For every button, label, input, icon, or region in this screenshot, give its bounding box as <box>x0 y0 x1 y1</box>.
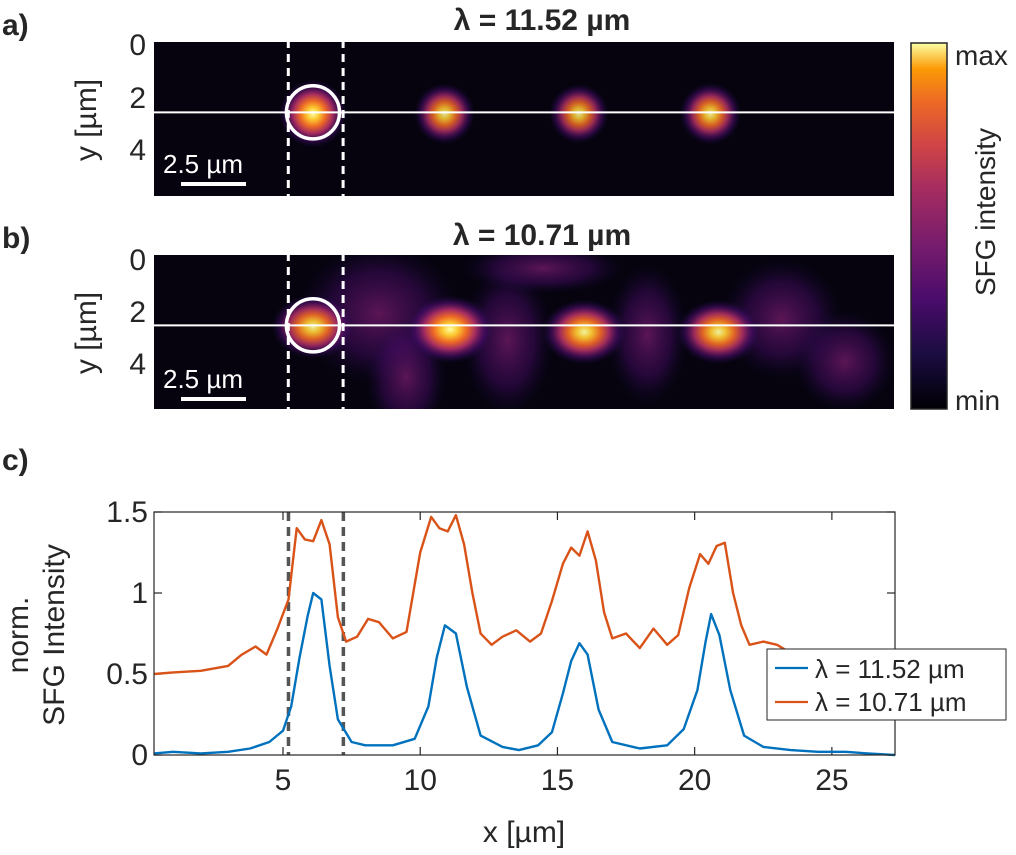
series-2-line <box>153 514 792 676</box>
colorbar-max-label: max <box>955 40 1008 71</box>
panel-a-axes: 0 2 4 y [µm] 2.5 µm <box>70 29 246 186</box>
panel-b-ytick-4: 4 <box>129 348 146 381</box>
panel-a-spot-2 <box>414 83 476 145</box>
panel-a-heatmap <box>154 40 894 198</box>
line-chart-series <box>153 514 896 757</box>
panel-c-letter: c) <box>2 444 29 477</box>
panel-a-scalebar-label: 2.5 µm <box>163 149 243 179</box>
line-chart-xlabel: x [µm] <box>483 816 565 849</box>
y-tick-label-2: 1 <box>131 577 148 610</box>
colorbar-min-label: min <box>955 385 1000 416</box>
panel-a-ytick-0: 0 <box>129 29 146 62</box>
panel-b-spot-4 <box>676 299 761 365</box>
series-1-line <box>153 591 896 757</box>
legend-box <box>766 648 1007 721</box>
line-chart-ylabel-line2: SFG Intensity <box>38 544 71 726</box>
panel-b-ylabel: y [µm] <box>70 292 103 374</box>
panel-b-haze-2 <box>462 264 553 409</box>
y-tick-label-3: 1.5 <box>106 496 148 529</box>
panel-a-spot-3 <box>549 83 609 144</box>
x-tick-label-10: 10 <box>404 764 437 797</box>
panel-b-ytick-2: 2 <box>129 296 146 329</box>
panel-b-axes: 0 2 4 y [µm] 2.5 µm <box>70 244 246 401</box>
line-chart-frame <box>153 511 896 756</box>
legend-label-series-2: λ = 10.71 µm <box>815 687 967 717</box>
x-tick-label-25: 25 <box>815 764 848 797</box>
legend: λ = 11.52 µm λ = 10.71 µm <box>766 648 1007 721</box>
panel-a-background <box>154 42 894 196</box>
panel-a-title: λ = 11.52 µm <box>454 4 631 37</box>
panel-a-ytick-2: 2 <box>129 82 146 115</box>
panel-b-spot-3 <box>541 299 627 365</box>
colorbar: max min SFG intensity <box>910 40 1008 416</box>
panel-b-ytick-0: 0 <box>129 244 146 277</box>
panel-b-scalebar-label: 2.5 µm <box>163 364 243 394</box>
x-tick-label-15: 15 <box>541 764 574 797</box>
legend-label-series-1: λ = 11.52 µm <box>815 654 965 684</box>
panel-a-spot-4 <box>679 82 742 145</box>
colorbar-label: SFG intensity <box>970 128 1001 296</box>
y-tick-label-0: 0 <box>131 739 148 772</box>
panel-b-heatmap <box>154 253 894 411</box>
panel-a-circle-marker <box>284 84 342 141</box>
panel-b-spot-2 <box>405 295 495 364</box>
panel-b-haze-6 <box>463 255 624 294</box>
y-tick-label-1: 0.5 <box>106 658 148 691</box>
panel-b-haze-3 <box>607 264 688 405</box>
panel-b-letter: b) <box>2 222 30 255</box>
panel-a-letter: a) <box>2 9 29 42</box>
panel-b-title: λ = 10.71 µm <box>453 219 631 252</box>
line-chart-ylabel-line1: norm. <box>2 597 35 674</box>
panel-b-circle-marker <box>284 297 342 354</box>
colorbar-gradient <box>910 42 948 410</box>
panel-a-ylabel: y [µm] <box>70 79 103 161</box>
panel-a-ytick-4: 4 <box>129 134 146 167</box>
x-tick-label-20: 20 <box>678 764 711 797</box>
panel-b-haze-5 <box>794 311 894 409</box>
x-tick-label-5: 5 <box>275 764 292 797</box>
line-chart: 5 10 15 20 25 0 0.5 1 1.5 x [µm] norm. SFG Inten… <box>2 496 1007 849</box>
